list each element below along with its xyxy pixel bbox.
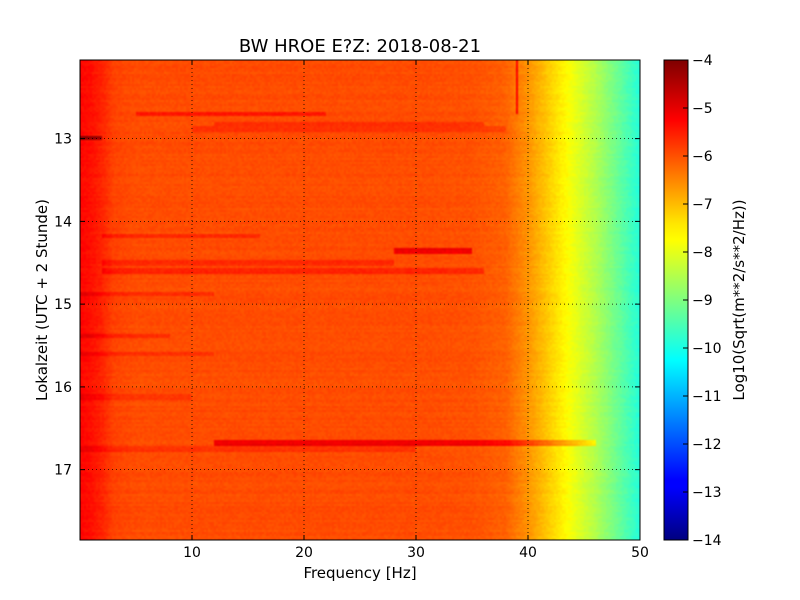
colorbar-tick-label: −7 — [692, 197, 713, 213]
spectrogram-image — [80, 60, 640, 540]
x-tick-label: 20 — [295, 545, 313, 561]
y-tick-label: 16 — [54, 380, 72, 396]
colorbar-tick-label: −6 — [692, 149, 713, 165]
y-tick-label: 13 — [54, 132, 72, 148]
colorbar-tick-label: −8 — [692, 245, 713, 261]
colorbar-tick-label: −14 — [692, 533, 722, 549]
y-tick-label: 17 — [54, 463, 72, 479]
colorbar-tick-label: −10 — [692, 341, 722, 357]
y-axis: 13 14 15 16 17 — [54, 132, 640, 479]
colorbar-label: Log10(Sqrt(m**2/s**2/Hz)) — [730, 199, 748, 400]
colorbar-tick-label: −4 — [692, 53, 713, 69]
colorbar-tick-label: −9 — [692, 293, 713, 309]
x-tick-label: 40 — [519, 545, 537, 561]
y-axis-label: Lokalzeit (UTC + 2 Stunde) — [33, 199, 51, 401]
colorbar-tick-label: −5 — [692, 101, 713, 117]
x-axis-label: Frequency [Hz] — [303, 564, 416, 582]
plot-frame — [79, 59, 641, 541]
colorbar-ticks: −4 −5 −6 −7 −8 −9 −10 −11 −12 −13 −14 — [683, 53, 722, 549]
chart-title: BW HROE E?Z: 2018-08-21 — [239, 36, 481, 57]
x-tick-label: 50 — [631, 545, 649, 561]
colorbar-tick-label: −12 — [692, 437, 722, 453]
grid-lines — [80, 60, 640, 540]
y-tick-label: 15 — [54, 297, 72, 313]
plot-area — [80, 60, 640, 540]
colorbar-tick-label: −11 — [692, 389, 722, 405]
colorbar-tick-label: −13 — [692, 485, 722, 501]
x-axis: 10 20 30 40 50 — [183, 60, 649, 561]
x-tick-label: 30 — [407, 545, 425, 561]
y-tick-label: 14 — [54, 214, 72, 230]
x-tick-label: 10 — [183, 545, 201, 561]
